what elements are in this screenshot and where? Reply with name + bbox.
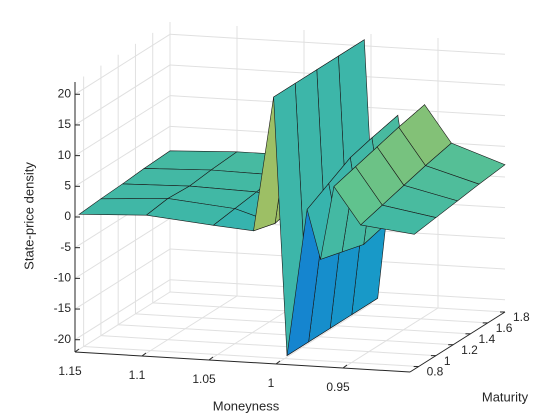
y-tick-label: 1.6 <box>496 321 513 335</box>
z-tick-label: 10 <box>58 148 72 162</box>
z-tick-label: 15 <box>58 117 72 131</box>
tick-mark <box>342 364 348 369</box>
grid-line <box>275 303 372 365</box>
x-tick-label: 1.05 <box>192 372 216 386</box>
x-tick-label: 0.95 <box>326 380 350 394</box>
grid-line <box>74 248 171 310</box>
y-axis-label: Maturity <box>482 389 529 404</box>
x-axis-label: Moneyness <box>213 398 280 413</box>
grid-line <box>74 217 171 279</box>
z-tick-label: 20 <box>58 86 72 100</box>
axis-line <box>409 311 506 373</box>
y-tick-label: 0.8 <box>427 365 444 379</box>
grid-line <box>83 346 419 368</box>
y-tick-label: 1.4 <box>478 332 495 346</box>
grid-line <box>100 335 436 357</box>
grid-line <box>74 291 171 353</box>
tick-mark <box>74 348 80 353</box>
y-tick-label: 1 <box>444 354 451 368</box>
z-tick-label: -15 <box>54 301 72 315</box>
z-tick-label: 5 <box>64 178 71 192</box>
z-tick-label: 0 <box>64 209 71 223</box>
z-tick-label: -10 <box>54 271 72 285</box>
grid-line <box>169 33 506 55</box>
grid-line <box>74 125 171 187</box>
axis-line <box>74 351 411 373</box>
z-axis-label: State-price density <box>21 162 36 270</box>
tick-mark <box>141 352 147 357</box>
y-tick-label: 1.8 <box>513 310 530 324</box>
z-tick-label: -5 <box>60 240 71 254</box>
tick-mark <box>275 360 281 365</box>
surface-patch <box>360 204 437 235</box>
x-tick-label: 1 <box>268 376 275 390</box>
x-tick-label: 1.1 <box>129 368 146 382</box>
grid-line <box>74 95 171 157</box>
x-tick-label: 1.15 <box>58 364 82 378</box>
tick-mark <box>208 356 214 361</box>
grid-line <box>342 307 439 369</box>
y-tick-label: 1.2 <box>461 343 478 357</box>
grid-line <box>74 64 171 126</box>
grid-line <box>74 279 171 341</box>
grid-line <box>141 295 238 357</box>
z-tick-label: -20 <box>54 332 72 346</box>
grid-line <box>74 33 171 95</box>
